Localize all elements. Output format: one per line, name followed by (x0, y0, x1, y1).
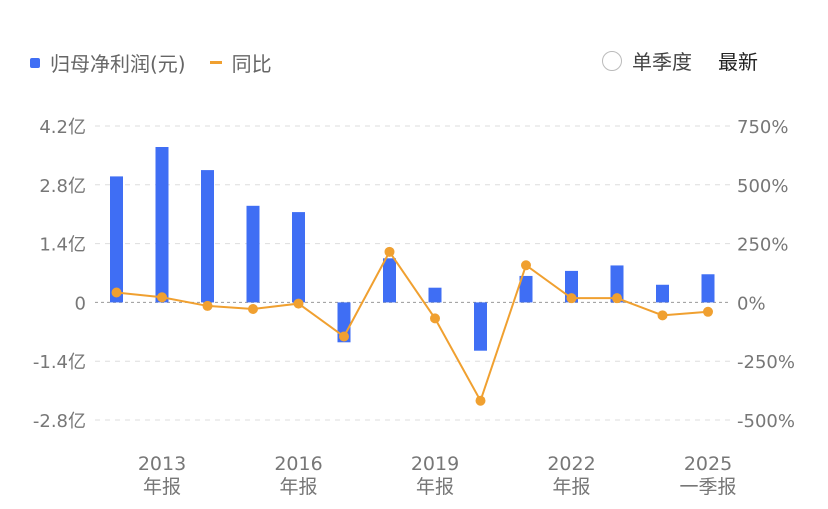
yoy-point (384, 246, 395, 257)
legend-item-yoy[interactable]: 同比 (209, 48, 272, 77)
yoy-point (475, 395, 486, 406)
x-tick-year: 2019 (411, 453, 459, 475)
bar (610, 265, 624, 303)
latest-button[interactable]: 最新 (718, 50, 758, 74)
y-left-tick-label: 1.4亿 (39, 235, 86, 256)
legend-label-net-profit: 归母净利润(元) (50, 52, 186, 76)
y-left-tick-label: -1.4亿 (33, 352, 86, 373)
y-right-tick-label: -250% (737, 352, 795, 373)
x-tick-period: 年报 (416, 476, 454, 498)
bar (110, 176, 123, 303)
y-left-tick-label: -2.8亿 (33, 411, 86, 432)
x-tick-year: 2013 (138, 453, 186, 475)
single-quarter-label[interactable]: 单季度 (632, 50, 692, 74)
y-right-tick-label: 750% (737, 117, 788, 138)
bar (383, 258, 396, 303)
y-right-tick-label: 0% (737, 293, 766, 314)
bar (656, 284, 669, 303)
y-axis-left: 4.2亿 2.8亿 1.4亿 0 -1.4亿 -2.8亿 (33, 117, 86, 432)
yoy-point (293, 298, 304, 309)
bar (246, 205, 260, 303)
legend-label-yoy: 同比 (231, 52, 272, 76)
y-axis-right: 750% 500% 250% 0% -250% -500% (737, 117, 795, 432)
bar-swatch-icon (30, 57, 40, 68)
bar-series (110, 147, 715, 351)
x-tick-year: 2025 (684, 453, 732, 475)
yoy-point (612, 293, 622, 304)
y-right-tick-label: 250% (737, 235, 788, 256)
y-left-tick-label: 0 (75, 293, 86, 314)
legend-item-net-profit[interactable]: 归母净利润(元) (30, 48, 186, 77)
single-quarter-radio[interactable] (602, 50, 622, 71)
yoy-point (566, 293, 577, 304)
yoy-point (157, 292, 167, 303)
x-tick-period: 年报 (143, 476, 181, 498)
x-tick-period: 一季报 (679, 476, 736, 498)
bar (201, 170, 214, 303)
controls: 单季度 最新 (602, 46, 758, 75)
yoy-point (248, 303, 258, 314)
grid-lines (95, 125, 730, 421)
bar (428, 287, 442, 303)
line-swatch-icon (209, 61, 222, 64)
yoy-point (657, 310, 668, 321)
legend: 归母净利润(元) 同比 (30, 48, 296, 77)
x-tick-period: 年报 (279, 476, 317, 498)
bar (474, 302, 487, 351)
bar (701, 274, 715, 303)
x-tick-year: 2016 (274, 453, 322, 475)
yoy-line (116, 249, 709, 404)
yoy-point (202, 300, 213, 311)
yoy-point (703, 306, 713, 317)
yoy-point (521, 260, 531, 271)
yoy-point (430, 313, 440, 324)
y-left-tick-label: 4.2亿 (39, 117, 86, 138)
bar (519, 275, 533, 303)
line-series (111, 246, 713, 406)
x-tick-period: 年报 (552, 476, 590, 498)
bar (155, 147, 169, 303)
y-left-tick-label: 2.8亿 (39, 176, 86, 197)
bar (292, 212, 305, 303)
x-tick-year: 2022 (547, 453, 595, 475)
yoy-point (111, 287, 122, 298)
y-right-tick-label: -500% (737, 411, 795, 432)
yoy-point (339, 331, 349, 342)
y-right-tick-label: 500% (737, 176, 788, 197)
